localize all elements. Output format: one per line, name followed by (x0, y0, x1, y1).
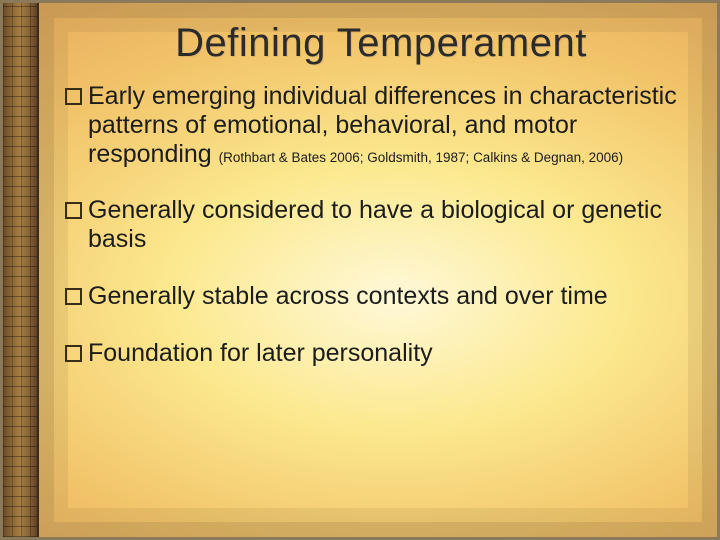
bullet-item: Foundation for later personality (65, 339, 693, 368)
bullet-text: Generally considered to have a biologica… (88, 196, 693, 254)
slide: Defining Temperament Early emerging indi… (0, 0, 720, 540)
square-bullet-icon (65, 88, 82, 105)
bullet-item: Generally considered to have a biologica… (65, 196, 693, 254)
bullet-main: Generally stable across contexts and ove… (88, 282, 608, 310)
square-bullet-icon (65, 288, 82, 305)
bullet-text: Generally stable across contexts and ove… (88, 282, 693, 311)
square-bullet-icon (65, 345, 82, 362)
square-bullet-icon (65, 202, 82, 219)
bullet-list: Early emerging individual differences in… (63, 82, 699, 367)
decorative-left-strip (3, 3, 39, 537)
slide-content: Defining Temperament Early emerging indi… (63, 17, 699, 523)
bullet-citation: (Rothbart & Bates 2006; Goldsmith, 1987;… (219, 150, 623, 165)
bullet-item: Generally stable across contexts and ove… (65, 282, 693, 311)
bullet-text: Foundation for later personality (88, 339, 693, 368)
bullet-text: Early emerging individual differences in… (88, 82, 693, 168)
slide-title: Defining Temperament (63, 21, 699, 66)
bullet-main: Foundation for later personality (88, 339, 433, 367)
bullet-main: Generally considered to have a biologica… (88, 196, 662, 253)
bullet-item: Early emerging individual differences in… (65, 82, 693, 168)
